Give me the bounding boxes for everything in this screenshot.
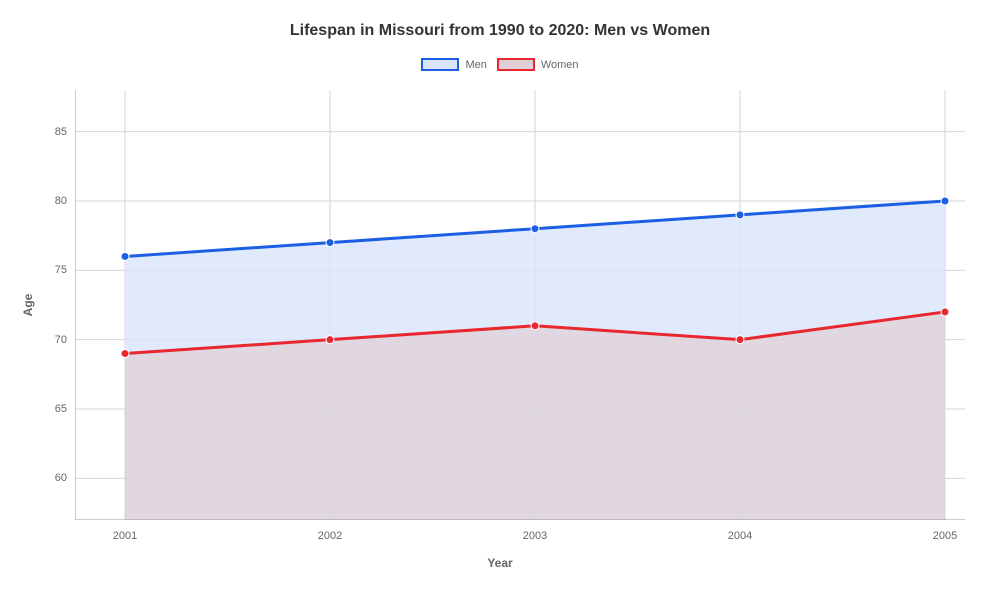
plot-area (75, 90, 965, 520)
legend-label-men: Men (465, 59, 486, 71)
legend: Men Women (0, 58, 1000, 71)
legend-item-women[interactable]: Women (497, 58, 579, 71)
legend-swatch-women (497, 58, 535, 71)
y-tick-label: 70 (45, 334, 67, 346)
x-tick-label: 2004 (728, 530, 752, 542)
y-tick-label: 80 (45, 195, 67, 207)
y-axis-label: Age (21, 294, 35, 317)
x-tick-label: 2001 (113, 530, 137, 542)
legend-swatch-men (421, 58, 459, 71)
x-tick-label: 2005 (933, 530, 957, 542)
legend-label-women: Women (541, 59, 579, 71)
chart-container: Lifespan in Missouri from 1990 to 2020: … (0, 0, 1000, 600)
x-tick-label: 2003 (523, 530, 547, 542)
y-tick-label: 60 (45, 472, 67, 484)
x-axis-label: Year (487, 556, 512, 570)
y-tick-label: 85 (45, 126, 67, 138)
legend-item-men[interactable]: Men (421, 58, 486, 71)
y-tick-label: 65 (45, 403, 67, 415)
x-tick-label: 2002 (318, 530, 342, 542)
chart-title: Lifespan in Missouri from 1990 to 2020: … (0, 22, 1000, 40)
y-tick-label: 75 (45, 264, 67, 276)
